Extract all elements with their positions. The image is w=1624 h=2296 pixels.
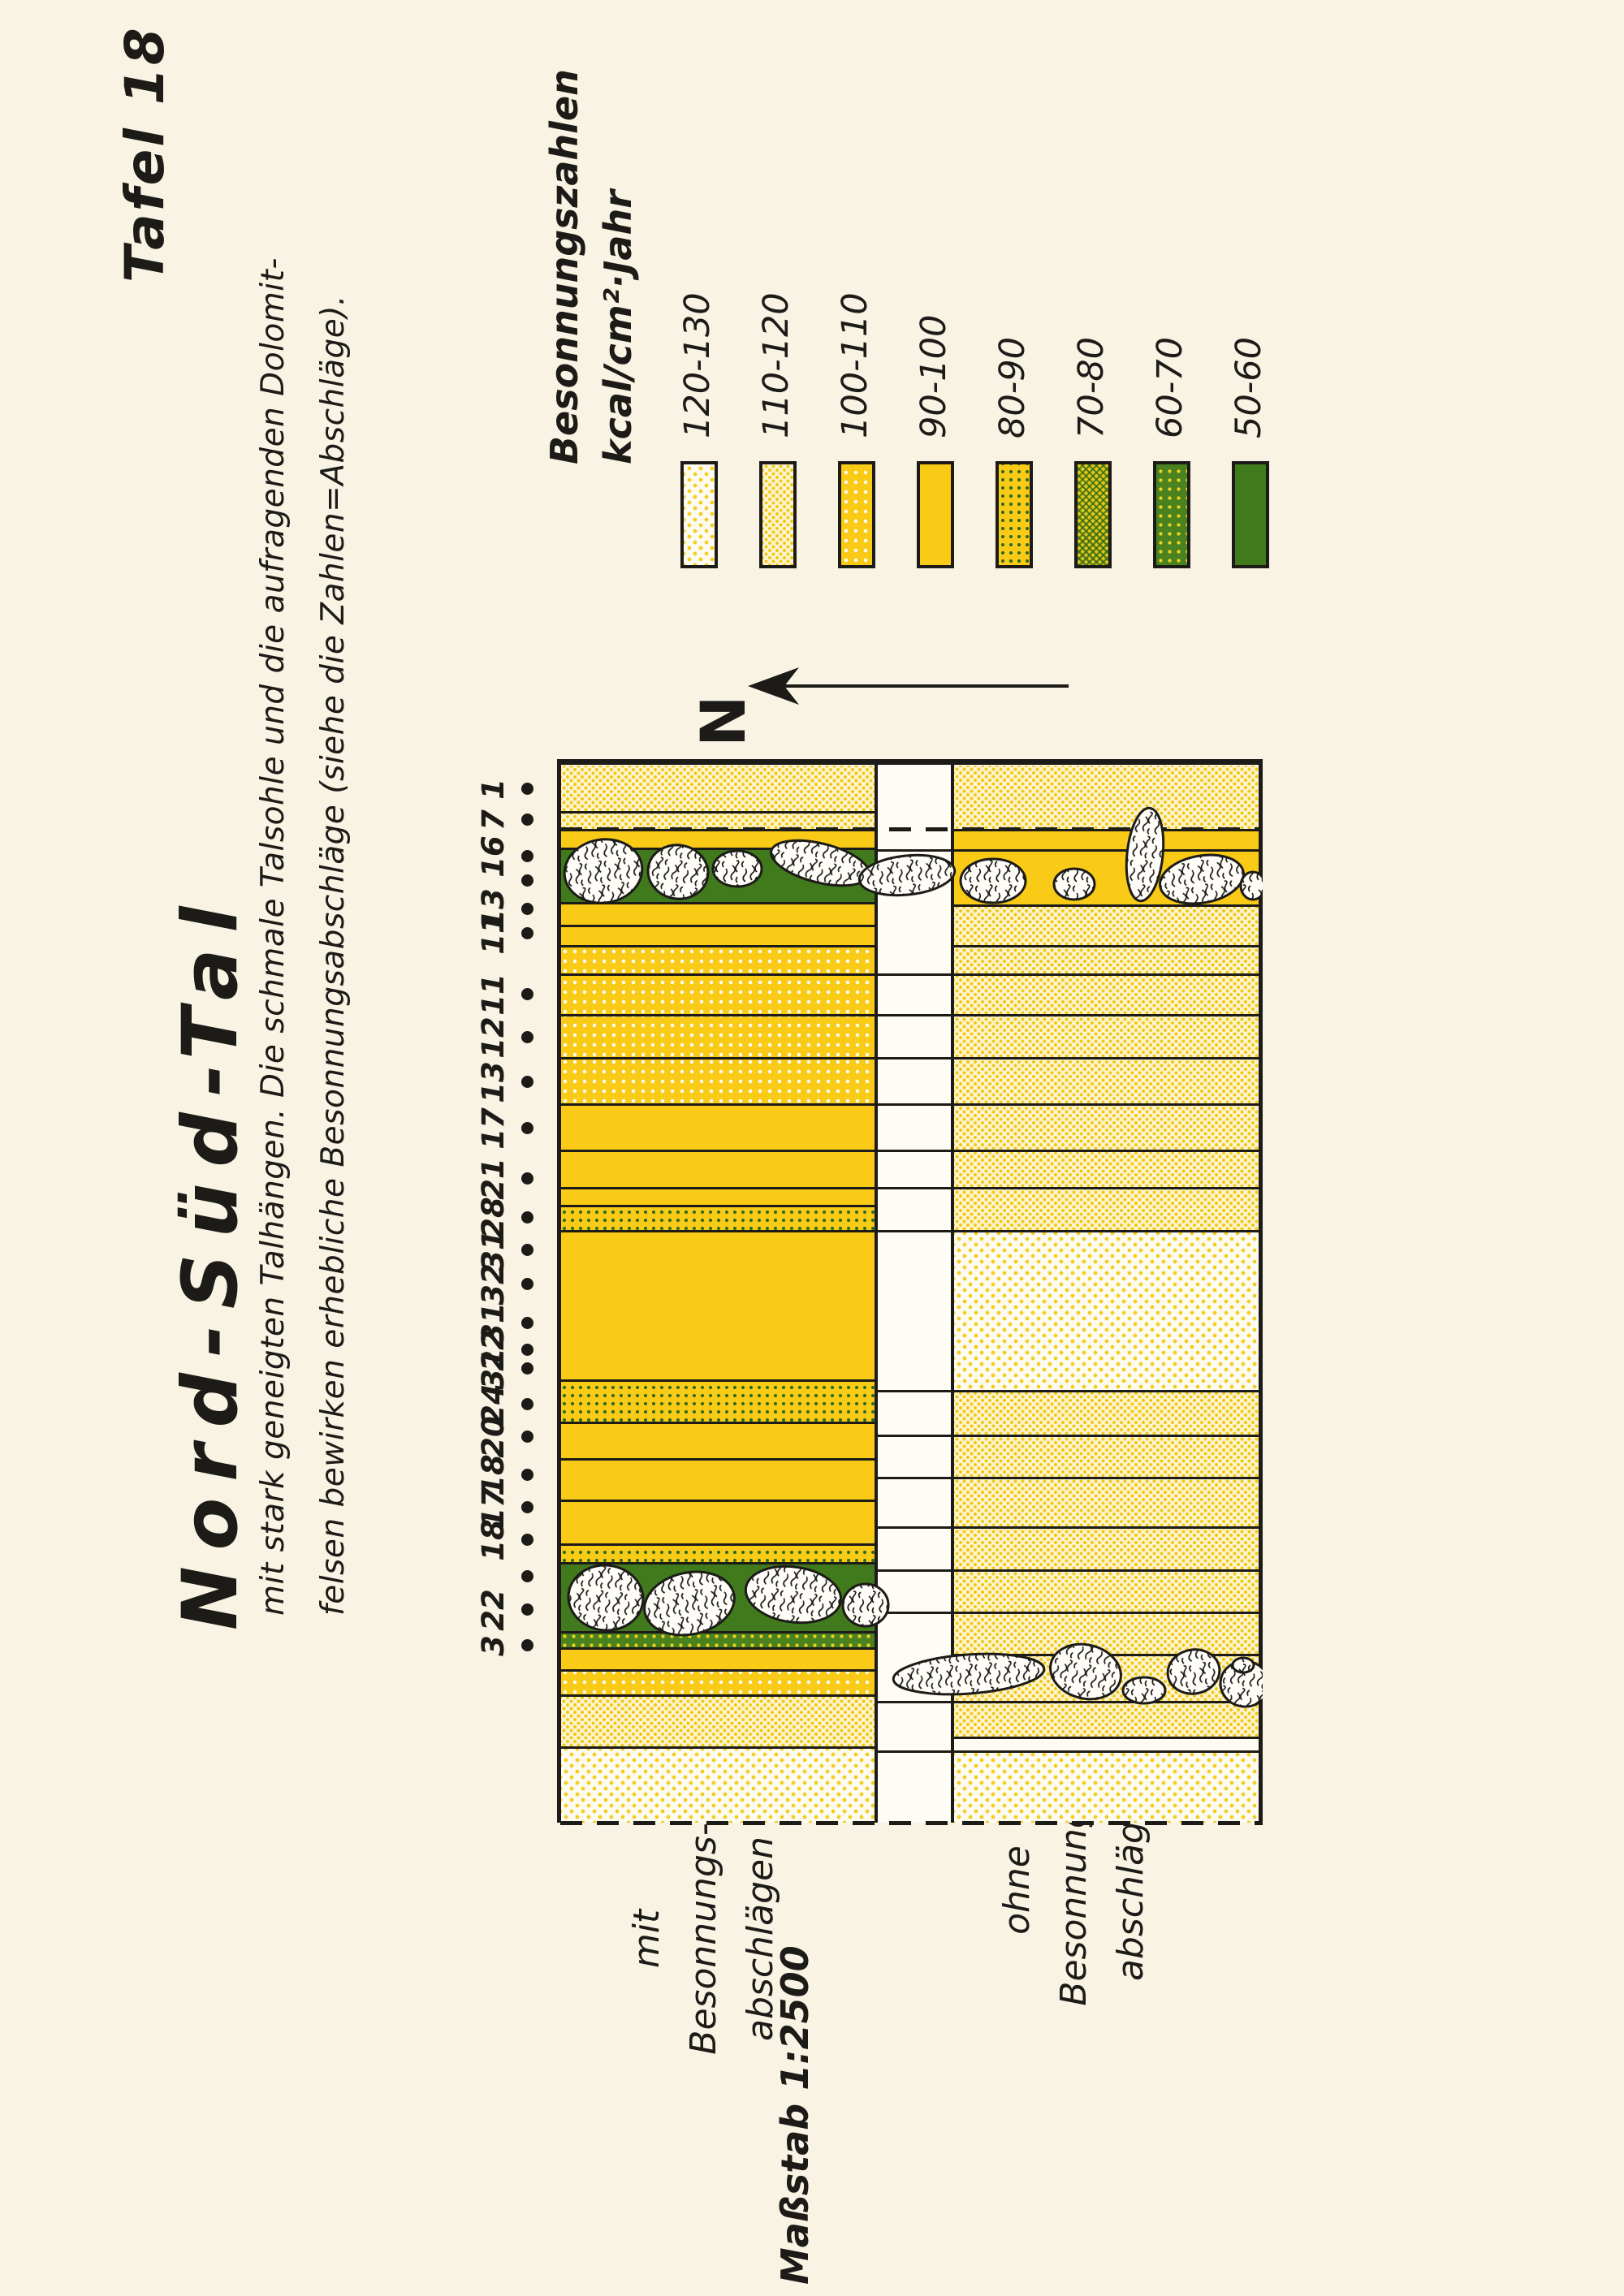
dolomite-rock [1159, 853, 1245, 905]
deduction-dot [521, 874, 533, 887]
legend-title-line-1: Besonnungszahlen [542, 69, 586, 464]
dolomite-rock [1121, 1676, 1167, 1705]
dolomite-rock [1052, 867, 1096, 901]
deduction-dot [521, 1501, 533, 1513]
legend-swatch-50-60 [1232, 461, 1269, 568]
legend-title-line-2: kcal/cm²·Jahr [596, 190, 640, 464]
dolomite-rock [1125, 806, 1165, 903]
legend-title: Besonnungszahlen kcal/cm²·Jahr [538, 69, 645, 464]
deduction-dot [521, 1122, 533, 1134]
dolomite-rock [770, 839, 870, 887]
legend-swatch-110-120 [759, 461, 797, 568]
legend-item-60-70: 60-70 [1150, 114, 1192, 568]
dolomite-rock [744, 1564, 843, 1625]
deduction-dot [521, 1278, 533, 1290]
legend-label: 90-100 [914, 314, 954, 438]
deduction-dot [521, 1211, 533, 1224]
dolomite-rock [567, 1564, 645, 1632]
deduction-number: 12 [476, 1016, 511, 1059]
legend-item-90-100: 90-100 [914, 114, 956, 568]
subtitle: mit stark geneigten Talhängen. Die schma… [244, 257, 364, 1616]
deduction-dot [521, 1534, 533, 1546]
deduction-number: 13 [476, 1061, 511, 1103]
dolomite-rock [646, 844, 710, 900]
dolomite-rock [841, 1582, 890, 1628]
legend-item-120-130: 120-130 [677, 114, 719, 568]
legend-label: 80-90 [992, 337, 1033, 438]
deduction-dot [521, 1469, 533, 1481]
north-arrow-icon [748, 667, 1069, 705]
dolomite-rock [643, 1570, 736, 1637]
page-title: Nord-Süd-Tal [166, 890, 255, 1630]
subtitle-line-2: felsen bewirken erhebliche Besonnungsabs… [315, 295, 352, 1616]
legend-label: 110-120 [756, 292, 797, 438]
deduction-dot [521, 903, 533, 915]
dolomite-rock [1166, 1648, 1221, 1695]
legend-item-50-60: 50-60 [1229, 114, 1271, 568]
legend-swatch-70-80 [1074, 461, 1112, 568]
deduction-number: 11 [476, 913, 511, 955]
deduction-dot [521, 850, 533, 862]
legend-item-100-110: 100-110 [835, 114, 877, 568]
dolomite-rock [959, 857, 1027, 904]
legend-label: 120-130 [677, 292, 718, 438]
dolomite-rock [1239, 870, 1263, 901]
legend-item-110-120: 110-120 [756, 114, 798, 568]
legend-label: 70-80 [1071, 337, 1112, 438]
legend-swatch-80-90 [996, 461, 1033, 568]
legend-swatch-100-110 [838, 461, 875, 568]
deduction-dot [521, 1431, 533, 1443]
dolomite-rocks-layer [563, 806, 1263, 1708]
dolomite-rock [1231, 1656, 1255, 1674]
legend-label: 100-110 [835, 292, 875, 438]
plate-number: Tafel 18 [114, 25, 176, 283]
legend-label: 60-70 [1150, 337, 1190, 438]
deduction-number: 3 [476, 1635, 511, 1656]
deduction-dot [521, 1244, 533, 1256]
deduction-dot [521, 1076, 533, 1088]
deduction-dot [521, 1362, 533, 1375]
dolomite-rock [892, 1652, 1046, 1696]
dolomite-rock [711, 849, 763, 888]
deduction-number: 11 [476, 973, 511, 1016]
dolomite-rock [563, 838, 644, 904]
deduction-dot [521, 927, 533, 939]
legend-item-80-90: 80-90 [992, 114, 1034, 568]
legend-swatch-60-70 [1153, 461, 1190, 568]
dolomite-rock [1049, 1642, 1122, 1701]
deduction-dot [521, 1344, 533, 1356]
legend-item-70-80: 70-80 [1071, 114, 1113, 568]
deduction-dot [521, 783, 533, 795]
legend-swatch-120-130 [680, 461, 718, 568]
deduction-dot [521, 1172, 533, 1185]
deduction-dot [521, 1031, 533, 1043]
deduction-dot [521, 1398, 533, 1410]
deduction-dot [521, 1639, 533, 1651]
subtitle-line-1: mit stark geneigten Talhängen. Die schma… [255, 257, 292, 1616]
deduction-dot [521, 988, 533, 1000]
deduction-dot [521, 1317, 533, 1329]
deduction-dot [521, 1603, 533, 1616]
deduction-number: 18 [476, 1519, 511, 1561]
deduction-dot [521, 814, 533, 826]
dolomite-rock [857, 853, 957, 897]
deduction-number: 16 [476, 835, 511, 878]
legend-swatch-90-100 [917, 461, 954, 568]
deduction-number: 17 [476, 1107, 511, 1150]
deduction-dot [521, 1570, 533, 1582]
legend-label: 50-60 [1229, 337, 1269, 438]
